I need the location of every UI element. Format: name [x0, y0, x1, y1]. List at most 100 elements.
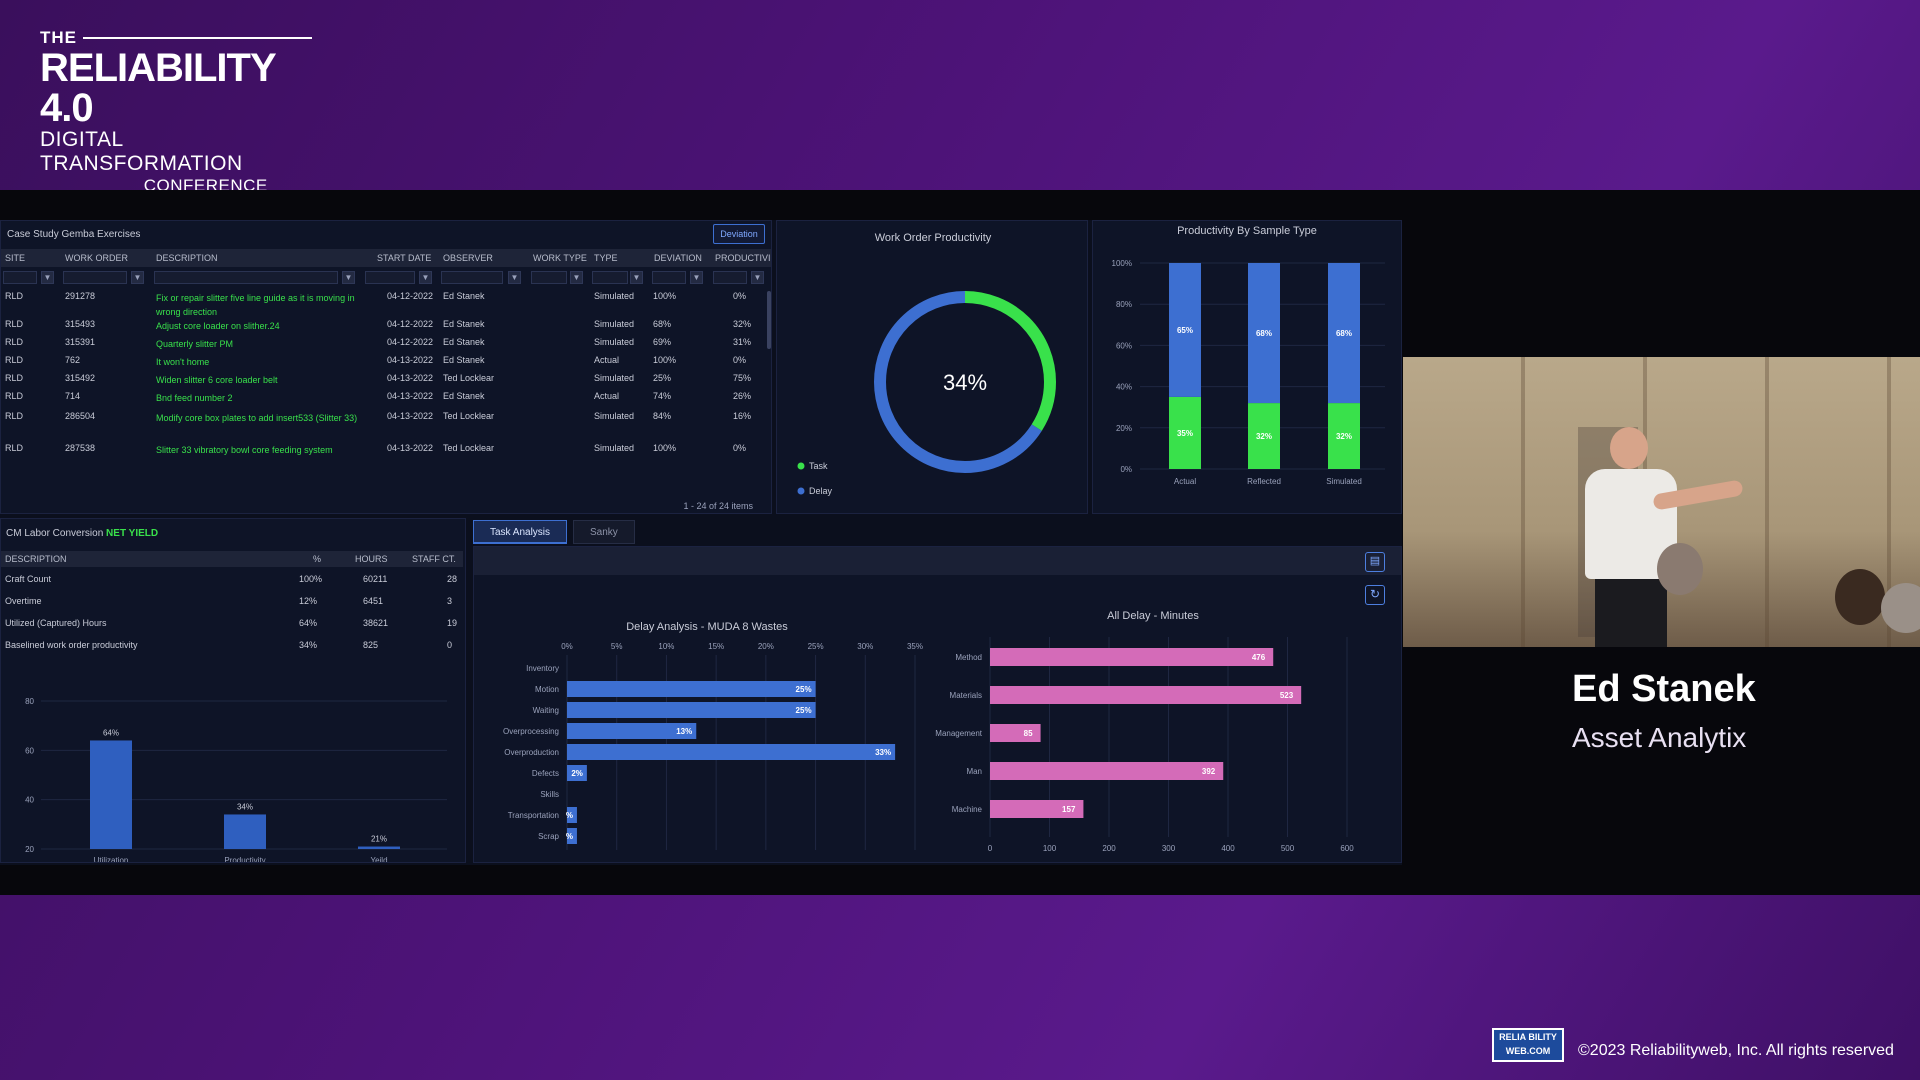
bar-data-label: 33%: [875, 748, 891, 757]
refresh-icon[interactable]: ↻: [1365, 585, 1385, 605]
y-tick-label: 20%: [1116, 424, 1132, 433]
bar-data-label: 157: [1062, 805, 1076, 814]
cell-productivity: 26%: [733, 391, 752, 401]
filter-icon[interactable]: ▼: [751, 271, 764, 284]
cell-type: Simulated: [594, 319, 635, 329]
cell-description[interactable]: Fix or repair slitter five line guide as…: [156, 293, 355, 317]
cell-work-order: 291278: [65, 291, 96, 301]
bar: [90, 740, 132, 849]
labor-pct: 34%: [299, 640, 318, 650]
filter-icon[interactable]: ▼: [508, 271, 521, 284]
tab-task-analysis[interactable]: Task Analysis: [473, 520, 568, 544]
x-tick-label: Yeild: [370, 856, 387, 863]
cell-description[interactable]: Slitter 33 vibratory bowl core feeding s…: [156, 445, 333, 455]
deviation-button[interactable]: Deviation: [713, 224, 765, 244]
chart-title: Delay Analysis - MUDA 8 Wastes: [626, 621, 788, 633]
col-type[interactable]: TYPE: [594, 253, 618, 263]
bar: [567, 681, 816, 697]
filter-worktype-input[interactable]: [531, 271, 567, 284]
cell-work-order: 762: [65, 355, 81, 365]
labor-col-pct[interactable]: %: [313, 554, 322, 564]
cell-description[interactable]: Widen slitter 6 core loader belt: [156, 375, 278, 385]
filter-site-input[interactable]: [3, 271, 37, 284]
cell-description[interactable]: Bnd feed number 2: [156, 393, 233, 403]
col-work-order[interactable]: WORK ORDER: [65, 253, 128, 263]
filter-icon[interactable]: ▼: [630, 271, 643, 284]
bar: [567, 702, 816, 718]
export-icon[interactable]: ▤: [1365, 552, 1385, 572]
filter-desc-input[interactable]: [154, 271, 338, 284]
col-description[interactable]: DESCRIPTION: [156, 253, 218, 263]
labor-row[interactable]: Utilized (Captured) Hours 64% 38621 19: [1, 615, 463, 633]
labor-staff: 28: [447, 574, 458, 584]
col-productivity[interactable]: PRODUCTIVI: [715, 253, 771, 263]
cell-type: Simulated: [594, 443, 635, 453]
cell-description[interactable]: It won't home: [156, 357, 210, 367]
labor-pct: 12%: [299, 596, 318, 606]
bar-data-label: 34%: [237, 802, 253, 811]
cell-observer: Ted Locklear: [443, 443, 495, 453]
x-tick-label: 300: [1162, 844, 1176, 853]
cell-description[interactable]: Quarterly slitter PM: [156, 339, 234, 349]
filter-deviation-input[interactable]: [652, 271, 686, 284]
bar-data-label: 25%: [796, 706, 812, 715]
filter-icon[interactable]: ▼: [131, 271, 144, 284]
table-scrollbar[interactable]: [767, 291, 771, 349]
cell-deviation: 25%: [653, 373, 672, 383]
bar-data-label: 21%: [371, 835, 387, 844]
bar-data-label: %: [566, 832, 573, 841]
filter-wo-input[interactable]: [63, 271, 127, 284]
labor-col-hours[interactable]: HOURS: [355, 554, 388, 564]
y-tick-label: 80: [25, 697, 34, 706]
filter-icon[interactable]: ▼: [419, 271, 432, 284]
table-header: SITE WORK ORDER DESCRIPTION START DATE O…: [1, 249, 771, 267]
y-tick-label: Inventory: [526, 664, 559, 673]
filter-observer-input[interactable]: [441, 271, 503, 284]
y-tick-label: Scrap: [538, 832, 559, 841]
work-order-productivity-panel: Work Order Productivity 34% Task Delay: [776, 220, 1088, 514]
cell-productivity: 16%: [733, 411, 752, 421]
tab-sanky[interactable]: Sanky: [573, 520, 635, 544]
bar: [567, 807, 577, 823]
y-tick-label: Materials: [950, 691, 982, 700]
labor-row[interactable]: Baselined work order productivity 34% 825 0: [1, 637, 463, 655]
labor-col-staff[interactable]: STAFF CT.: [412, 554, 456, 564]
legend-label: Task: [809, 461, 828, 471]
labor-title-tag: NET YIELD: [106, 528, 159, 539]
filter-icon[interactable]: ▼: [690, 271, 703, 284]
filter-icon[interactable]: ▼: [570, 271, 583, 284]
bar: [567, 765, 587, 781]
col-observer[interactable]: OBSERVER: [443, 253, 493, 263]
col-site[interactable]: SITE: [5, 253, 26, 263]
y-tick-label: Motion: [535, 685, 559, 694]
labor-row[interactable]: Overtime 12% 6451 3: [1, 593, 463, 611]
cell-description[interactable]: Modify core box plates to add insert533 …: [156, 413, 358, 423]
filter-icon[interactable]: ▼: [41, 271, 54, 284]
stacked-bar-segment: [1328, 403, 1360, 469]
x-tick-label: Simulated: [1326, 477, 1362, 486]
stacked-bar-chart: Productivity By Sample Type 0% 20% 40% 60% 80…: [1112, 225, 1385, 486]
stacked-bar-segment: [1248, 403, 1280, 469]
speaker-name: Ed Stanek: [1572, 668, 1756, 710]
y-tick-label: Method: [955, 653, 982, 662]
col-deviation[interactable]: DEVIATION: [654, 253, 702, 263]
labor-col-desc[interactable]: DESCRIPTION: [5, 554, 67, 564]
x-tick-label: 20%: [758, 642, 774, 651]
col-work-type[interactable]: WORK TYPE: [533, 253, 587, 263]
bar: [567, 723, 697, 739]
filter-icon[interactable]: ▼: [342, 271, 355, 284]
labor-row[interactable]: Craft Count 100% 60211 28: [1, 571, 463, 589]
labor-staff: 19: [447, 618, 458, 628]
labor-desc: Craft Count: [5, 574, 52, 584]
filter-prod-input[interactable]: [713, 271, 747, 284]
deviation-button-label: Deviation: [720, 229, 758, 239]
bar: [358, 846, 400, 849]
filter-type-input[interactable]: [592, 271, 628, 284]
cell-description[interactable]: Adjust core loader on slither.24: [156, 321, 280, 331]
speaker-pants: [1595, 579, 1667, 647]
col-start-date[interactable]: START DATE: [377, 253, 432, 263]
filter-date-input[interactable]: [365, 271, 415, 284]
x-tick-label: 5%: [611, 642, 623, 651]
bar-data-label: 68%: [1256, 329, 1272, 338]
cell-start-date: 04-13-2022: [387, 391, 434, 401]
